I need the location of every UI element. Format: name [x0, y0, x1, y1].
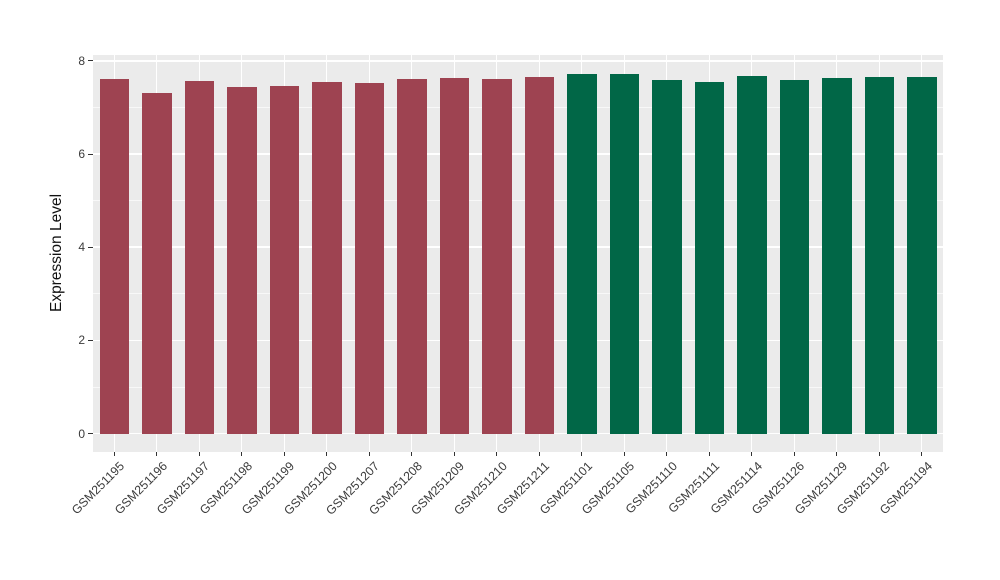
- major-gridline: [93, 153, 943, 155]
- x-tick-mark: [453, 452, 455, 456]
- y-tick-mark: [87, 60, 93, 62]
- bar: [737, 75, 767, 435]
- x-tick-mark: [666, 452, 668, 456]
- minor-gridline: [93, 200, 943, 201]
- x-tick-mark: [581, 452, 583, 456]
- x-tick-mark: [283, 452, 285, 456]
- bar: [567, 74, 597, 435]
- major-gridline: [93, 339, 943, 342]
- x-tick-mark: [708, 452, 710, 456]
- x-tick-mark: [368, 452, 370, 456]
- y-tick-label: 4: [78, 240, 85, 255]
- major-gridline: [93, 60, 943, 62]
- y-tick-mark: [87, 433, 93, 435]
- major-gridline: [93, 432, 943, 435]
- bar: [609, 73, 639, 435]
- bar: [439, 78, 469, 435]
- bar: [354, 83, 384, 435]
- x-tick-mark: [156, 452, 158, 456]
- bar: [184, 80, 214, 435]
- x-tick-mark: [326, 452, 328, 456]
- x-tick-mark: [198, 452, 200, 456]
- bar: [652, 79, 682, 435]
- x-tick-mark: [241, 452, 243, 456]
- y-tick-mark: [87, 153, 93, 155]
- bar: [99, 78, 129, 435]
- x-tick-mark: [113, 452, 115, 456]
- minor-gridline: [93, 107, 943, 108]
- x-tick-mark: [496, 452, 498, 456]
- x-tick-mark: [623, 452, 625, 456]
- x-tick-mark: [836, 452, 838, 456]
- bar: [822, 77, 852, 435]
- bar: [907, 77, 937, 435]
- bar: [779, 79, 809, 435]
- y-tick-mark: [87, 246, 93, 248]
- bar: [312, 81, 342, 435]
- bar: [694, 82, 724, 435]
- x-tick-mark: [921, 452, 923, 456]
- x-tick-mark: [411, 452, 413, 456]
- plot-panel: [93, 55, 943, 452]
- bar: [142, 92, 172, 435]
- minor-gridline: [93, 293, 943, 295]
- x-tick-mark: [878, 452, 880, 456]
- bar: [269, 86, 299, 435]
- x-tick-mark: [538, 452, 540, 456]
- minor-gridline: [93, 386, 943, 388]
- x-tick-mark: [793, 452, 795, 456]
- y-tick-label: 6: [78, 147, 85, 162]
- bar: [864, 76, 894, 435]
- bar: [524, 76, 554, 435]
- y-tick-mark: [87, 339, 93, 341]
- x-tick-mark: [751, 452, 753, 456]
- bar: [227, 87, 257, 435]
- y-tick-label: 8: [78, 53, 85, 68]
- bar: [397, 78, 427, 435]
- y-tick-label: 2: [78, 333, 85, 348]
- major-gridline: [93, 246, 943, 248]
- bar: [482, 79, 512, 435]
- y-tick-label: 0: [78, 426, 85, 441]
